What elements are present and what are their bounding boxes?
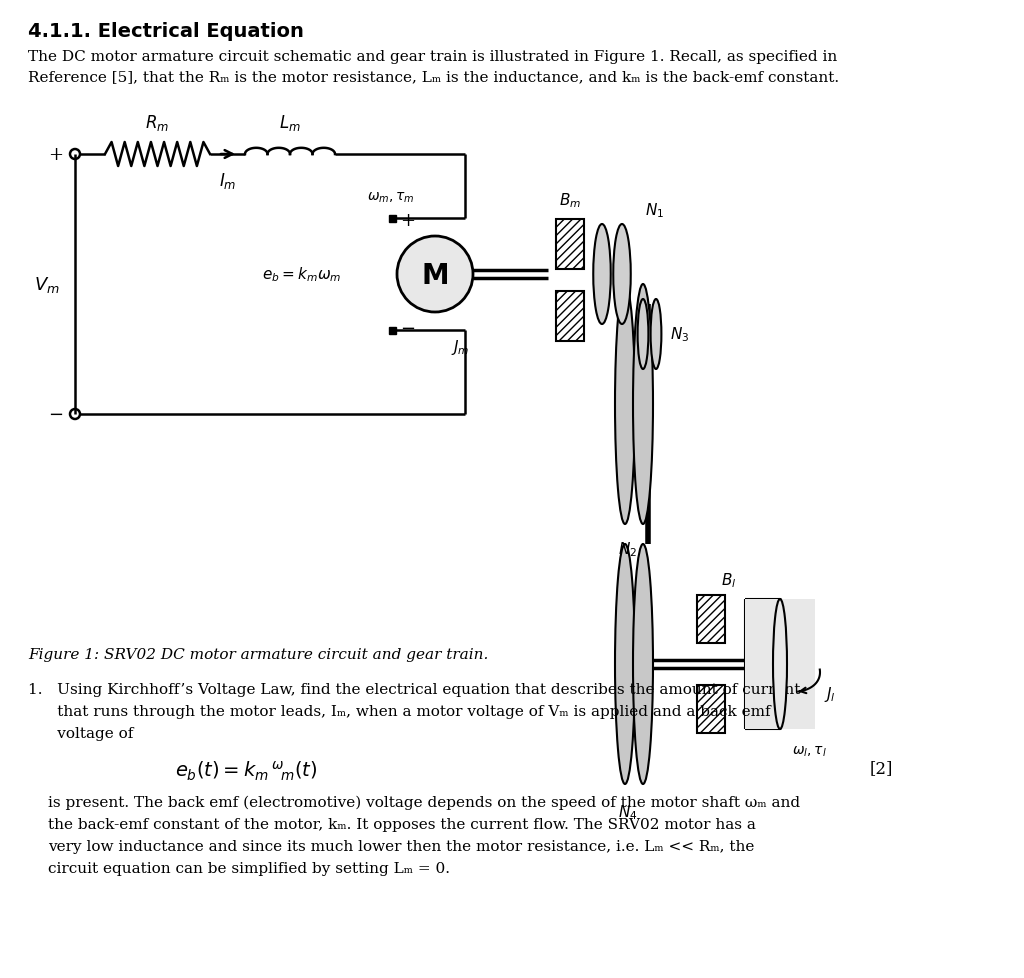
Text: $N_2$: $N_2$ (618, 540, 638, 558)
Text: 4.1.1. Electrical Equation: 4.1.1. Electrical Equation (28, 22, 304, 41)
Text: +: + (48, 146, 63, 164)
Ellipse shape (633, 545, 653, 784)
Text: $J_m$: $J_m$ (451, 337, 469, 357)
Text: $N_1$: $N_1$ (645, 201, 665, 220)
Bar (697, 596, 725, 644)
Bar (745, 600, 815, 730)
Bar (556, 291, 584, 341)
Text: $\omega_l, \tau_l$: $\omega_l, \tau_l$ (792, 744, 826, 759)
Text: $V_m$: $V_m$ (34, 275, 59, 294)
Text: M: M (421, 262, 449, 289)
Ellipse shape (615, 545, 635, 784)
Text: voltage of: voltage of (28, 727, 133, 740)
Ellipse shape (593, 225, 610, 325)
Text: $N_4$: $N_4$ (618, 802, 638, 821)
Ellipse shape (650, 299, 662, 370)
Text: $L_m$: $L_m$ (280, 112, 301, 133)
Text: $e_b = k_m \omega_m$: $e_b = k_m \omega_m$ (262, 265, 342, 284)
Bar (697, 686, 725, 734)
Text: −: − (48, 406, 63, 423)
Text: is present. The back emf (electromotive) voltage depends on the speed of the mot: is present. The back emf (electromotive)… (48, 795, 800, 810)
Text: 1.   Using Kirchhoff’s Voltage Law, find the electrical equation that describes : 1. Using Kirchhoff’s Voltage Law, find t… (28, 683, 801, 696)
Text: Reference [5], that the Rₘ is the motor resistance, Lₘ is the inductance, and kₘ: Reference [5], that the Rₘ is the motor … (28, 70, 839, 84)
Ellipse shape (633, 285, 653, 524)
Text: circuit equation can be simplified by setting Lₘ = 0.: circuit equation can be simplified by se… (48, 861, 450, 875)
Bar (388, 215, 395, 222)
Bar (388, 328, 395, 334)
Ellipse shape (773, 600, 787, 730)
Text: $\omega_m, \tau_m$: $\omega_m, \tau_m$ (368, 191, 415, 204)
Circle shape (397, 237, 473, 313)
Text: $R_m$: $R_m$ (145, 112, 169, 133)
Text: +: + (400, 212, 415, 230)
Text: $J_l$: $J_l$ (824, 685, 836, 703)
Ellipse shape (615, 285, 635, 524)
Text: $B_m$: $B_m$ (559, 191, 581, 210)
Text: $N_3$: $N_3$ (670, 326, 689, 344)
Ellipse shape (638, 299, 648, 370)
Text: $e_b(t) = k_m \, {}^{\omega}\!{}_{m}(t)$: $e_b(t) = k_m \, {}^{\omega}\!{}_{m}(t)$ (175, 759, 317, 782)
Text: $I_m$: $I_m$ (219, 171, 237, 191)
Text: Figure 1: SRV02 DC motor armature circuit and gear train.: Figure 1: SRV02 DC motor armature circui… (28, 647, 488, 661)
Text: [2]: [2] (870, 759, 893, 777)
Ellipse shape (773, 600, 787, 730)
Text: very low inductance and since its much lower then the motor resistance, i.e. Lₘ : very low inductance and since its much l… (48, 839, 755, 853)
Text: $B_l$: $B_l$ (721, 571, 736, 590)
Ellipse shape (613, 225, 631, 325)
Bar (556, 220, 584, 270)
Text: The DC motor armature circuit schematic and gear train is illustrated in Figure : The DC motor armature circuit schematic … (28, 50, 838, 64)
Text: −: − (400, 320, 415, 337)
Text: the back-emf constant of the motor, kₘ. It opposes the current flow. The SRV02 m: the back-emf constant of the motor, kₘ. … (48, 818, 756, 831)
Text: that runs through the motor leads, Iₘ, when a motor voltage of Vₘ is applied and: that runs through the motor leads, Iₘ, w… (28, 704, 771, 718)
